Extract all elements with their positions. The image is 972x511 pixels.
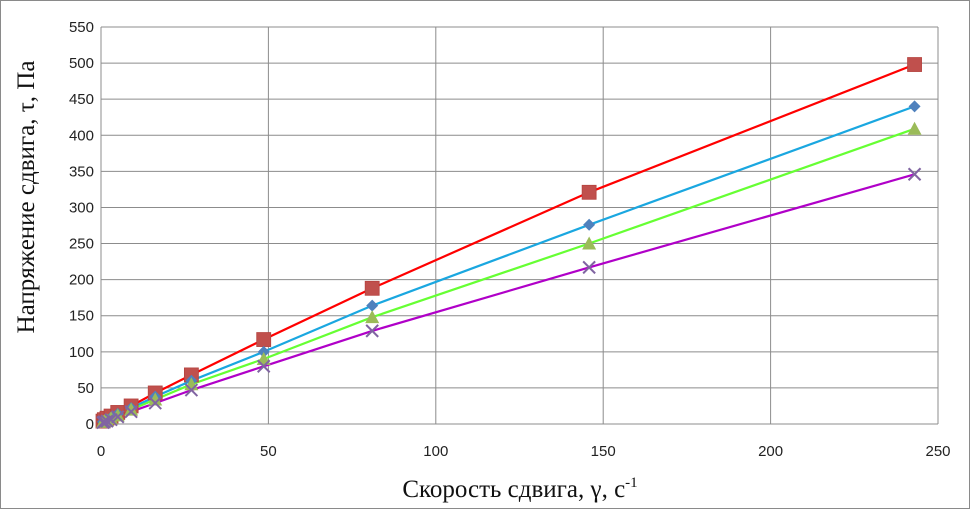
y-tick-label: 200 [69, 272, 94, 289]
x-marker-stroke [184, 383, 199, 397]
y-tick-label: 150 [69, 308, 94, 325]
data-point-series-3 [148, 396, 162, 410]
x-tick-label: 0 [97, 443, 105, 460]
series-line-3 [102, 173, 915, 424]
data-point-series-1 [366, 299, 379, 312]
x-marker-stroke [111, 410, 125, 424]
data-point-series-3 [111, 410, 125, 424]
x-axis-title-main: Скорость сдвига, γ, с [402, 476, 625, 503]
data-point-series-2 [582, 236, 597, 250]
y-tick-label: 450 [69, 91, 94, 108]
data-point-series-3 [365, 324, 379, 338]
x-tick-labels: 0 50 100 150 200 250 [97, 443, 951, 460]
series-line-2 [102, 127, 915, 423]
data-point-series-0 [364, 280, 380, 296]
x-marker-stroke [582, 260, 596, 275]
data-point-series-3 [100, 414, 114, 428]
data-point-series-0 [256, 332, 272, 347]
x-tick-label: 150 [591, 443, 616, 460]
x-marker-stroke [148, 396, 162, 410]
y-tick-label: 400 [69, 127, 94, 144]
data-point-series-0 [907, 57, 922, 72]
x-marker-stroke [104, 412, 118, 427]
data-markers [95, 57, 922, 430]
data-point-series-3 [907, 167, 922, 181]
y-axis-title: Напряжение сдвига, τ, Па [13, 61, 40, 334]
data-point-series-1 [583, 218, 596, 231]
x-marker-stroke [257, 359, 271, 373]
y-tick-labels: 0 50 100 150 200 250 300 350 400 450 500 550 [69, 19, 94, 433]
x-tick-label: 50 [260, 443, 277, 460]
data-point-series-0 [581, 184, 597, 200]
y-tick-label: 100 [69, 344, 94, 361]
y-tick-label: 350 [69, 163, 94, 180]
y-tick-label: 250 [69, 236, 94, 253]
x-tick-label: 100 [423, 443, 448, 460]
x-marker-stroke [124, 405, 138, 419]
data-point-series-2 [907, 121, 922, 135]
data-point-series-2 [110, 408, 125, 422]
data-point-series-1 [257, 345, 270, 358]
x-marker-stroke [365, 324, 379, 338]
grid [100, 26, 939, 425]
y-tick-label: 0 [86, 416, 94, 433]
x-tick-label: 200 [758, 443, 783, 460]
series-line-1 [102, 105, 915, 423]
y-tick-label: 550 [69, 19, 94, 36]
data-point-series-3 [104, 412, 118, 427]
data-point-series-2 [365, 310, 380, 324]
data-point-series-3 [257, 359, 271, 373]
x-axis-title-exponent: -1 [625, 475, 638, 491]
data-point-series-2 [124, 402, 139, 416]
data-point-series-3 [124, 405, 138, 419]
y-tick-label: 50 [77, 380, 94, 397]
x-tick-label: 250 [925, 443, 950, 460]
data-point-series-2 [148, 392, 163, 406]
x-axis-title: Скорость сдвига, γ, с-1 [402, 475, 637, 503]
data-point-series-3 [184, 383, 199, 397]
data-point-series-3 [582, 260, 596, 275]
y-tick-label: 500 [69, 55, 94, 72]
y-tick-label: 300 [69, 199, 94, 216]
x-marker-stroke [100, 414, 114, 428]
x-marker-stroke [907, 167, 922, 181]
data-point-series-1 [908, 100, 921, 113]
